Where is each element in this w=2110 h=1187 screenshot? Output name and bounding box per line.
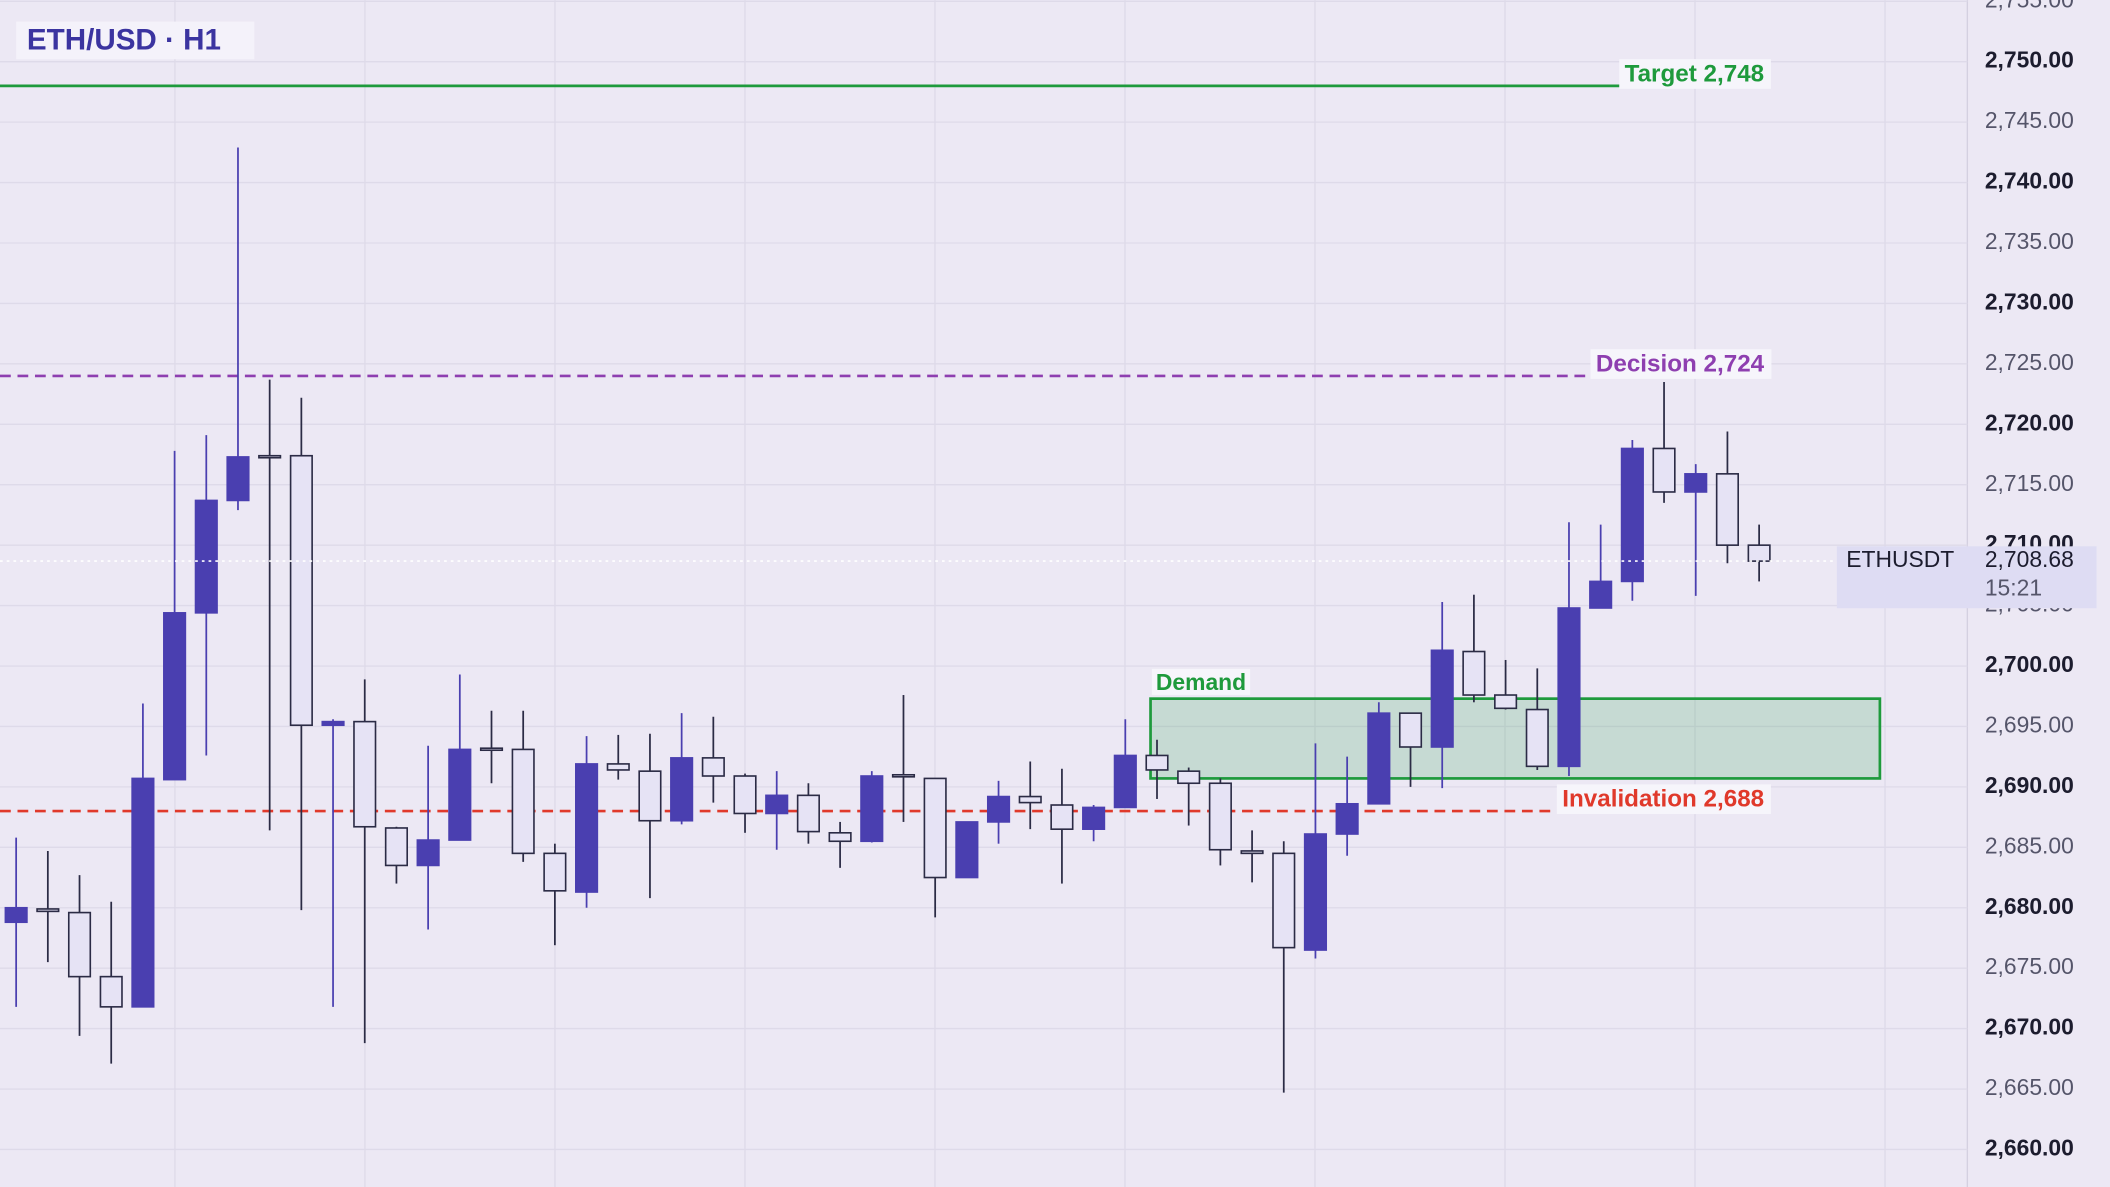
candle-body — [258, 454, 282, 459]
candle-body — [163, 612, 187, 781]
candle-body — [923, 777, 947, 879]
y-tick-label: 2,755.00 — [1985, 0, 2074, 12]
candle-body — [986, 795, 1011, 823]
candle-body — [606, 763, 630, 771]
title-background — [16, 21, 255, 60]
y-tick-label: 2,685.00 — [1985, 832, 2074, 858]
level-label: Decision 2,724 — [1596, 351, 1765, 378]
y-tick-label: 2,715.00 — [1985, 470, 2074, 496]
y-tick-label: 2,745.00 — [1985, 107, 2074, 133]
y-tick-label: 2,675.00 — [1985, 953, 2074, 979]
y-tick-label: 2,660.00 — [1985, 1135, 2074, 1161]
candle-body — [1494, 694, 1518, 710]
last-price-label: 2,708.68 — [1985, 546, 2074, 572]
candle-body — [36, 908, 60, 913]
level-label-background — [1619, 59, 1771, 89]
y-tick-label: 2,695.00 — [1985, 711, 2074, 737]
candle-body — [670, 757, 694, 822]
candle-body — [1113, 754, 1137, 809]
candle-body — [638, 770, 662, 822]
candle-body — [1430, 649, 1454, 748]
countdown-label: 15:21 — [1985, 574, 2042, 600]
zone-label-background — [1151, 668, 1251, 695]
zones: Demand — [1149, 668, 1882, 780]
candle-body — [1050, 804, 1074, 830]
candle-body — [1272, 852, 1296, 949]
candle-body — [1177, 770, 1201, 785]
candle-body — [353, 720, 377, 828]
zone-label: Demand — [1156, 669, 1246, 695]
candle-body — [1303, 833, 1328, 951]
y-tick-label: 2,670.00 — [1985, 1014, 2074, 1040]
y-tick-label: 2,725.00 — [1985, 349, 2074, 375]
candle-body — [733, 775, 757, 815]
candle-body — [448, 748, 472, 841]
level-label: Invalidation 2,688 — [1562, 786, 1764, 813]
candle-body — [1240, 850, 1264, 855]
candle-body — [1398, 712, 1423, 748]
symbol-label: ETHUSDT — [1846, 546, 1954, 572]
level-label: Target 2,748 — [1625, 61, 1765, 88]
candle-body — [1652, 447, 1676, 493]
candle-body — [955, 821, 979, 879]
candle-body — [860, 775, 884, 843]
candle-body — [701, 757, 725, 777]
chart-title: ETH/USD · H1 — [27, 24, 221, 57]
candle-body — [828, 832, 852, 843]
candle-body — [1684, 473, 1708, 493]
candle-body — [543, 852, 567, 892]
candle-body — [131, 777, 155, 1008]
candle-body — [1018, 795, 1042, 804]
candle-body — [1589, 580, 1613, 609]
candle-body — [416, 839, 440, 867]
candle-body — [1747, 544, 1771, 562]
level-label-background — [1556, 784, 1771, 815]
candle-body — [384, 827, 409, 867]
y-tick-label: 2,690.00 — [1985, 772, 2074, 798]
y-tick-label: 2,730.00 — [1985, 288, 2074, 314]
candle-body — [1525, 708, 1549, 768]
candle-body — [1620, 447, 1644, 583]
candle-body — [1145, 754, 1169, 771]
candle-body — [226, 456, 250, 502]
candle-body — [765, 794, 789, 815]
y-tick-label: 2,700.00 — [1985, 651, 2074, 677]
y-tick-label: 2,665.00 — [1985, 1074, 2074, 1100]
candle-body — [575, 763, 599, 893]
level-label-background — [1590, 349, 1772, 379]
candle-body — [67, 911, 92, 978]
candle-body — [99, 975, 123, 1008]
candle-body — [479, 747, 504, 752]
candle-body — [194, 499, 218, 614]
y-tick-label: 2,680.00 — [1985, 893, 2074, 919]
candles — [4, 147, 1771, 1093]
candle-body — [796, 794, 820, 833]
y-tick-label: 2,735.00 — [1985, 228, 2074, 254]
candle-body — [1462, 650, 1486, 696]
candle-body — [321, 720, 345, 727]
candle-body — [1082, 806, 1106, 830]
candle-body — [289, 454, 313, 727]
candle-body — [1715, 473, 1740, 546]
y-tick-label: 2,740.00 — [1985, 168, 2074, 194]
price-tag-background — [1836, 546, 2097, 609]
candle-body — [891, 773, 916, 778]
candle-body — [4, 906, 28, 924]
candle-body — [1557, 607, 1581, 768]
candle-body — [1335, 802, 1359, 835]
y-tick-label: 2,750.00 — [1985, 47, 2074, 73]
candle-body — [1367, 712, 1391, 805]
y-tick-label: 2,720.00 — [1985, 409, 2074, 435]
candle-body — [1208, 782, 1232, 851]
candle-body — [511, 748, 535, 855]
zone — [1149, 697, 1882, 780]
